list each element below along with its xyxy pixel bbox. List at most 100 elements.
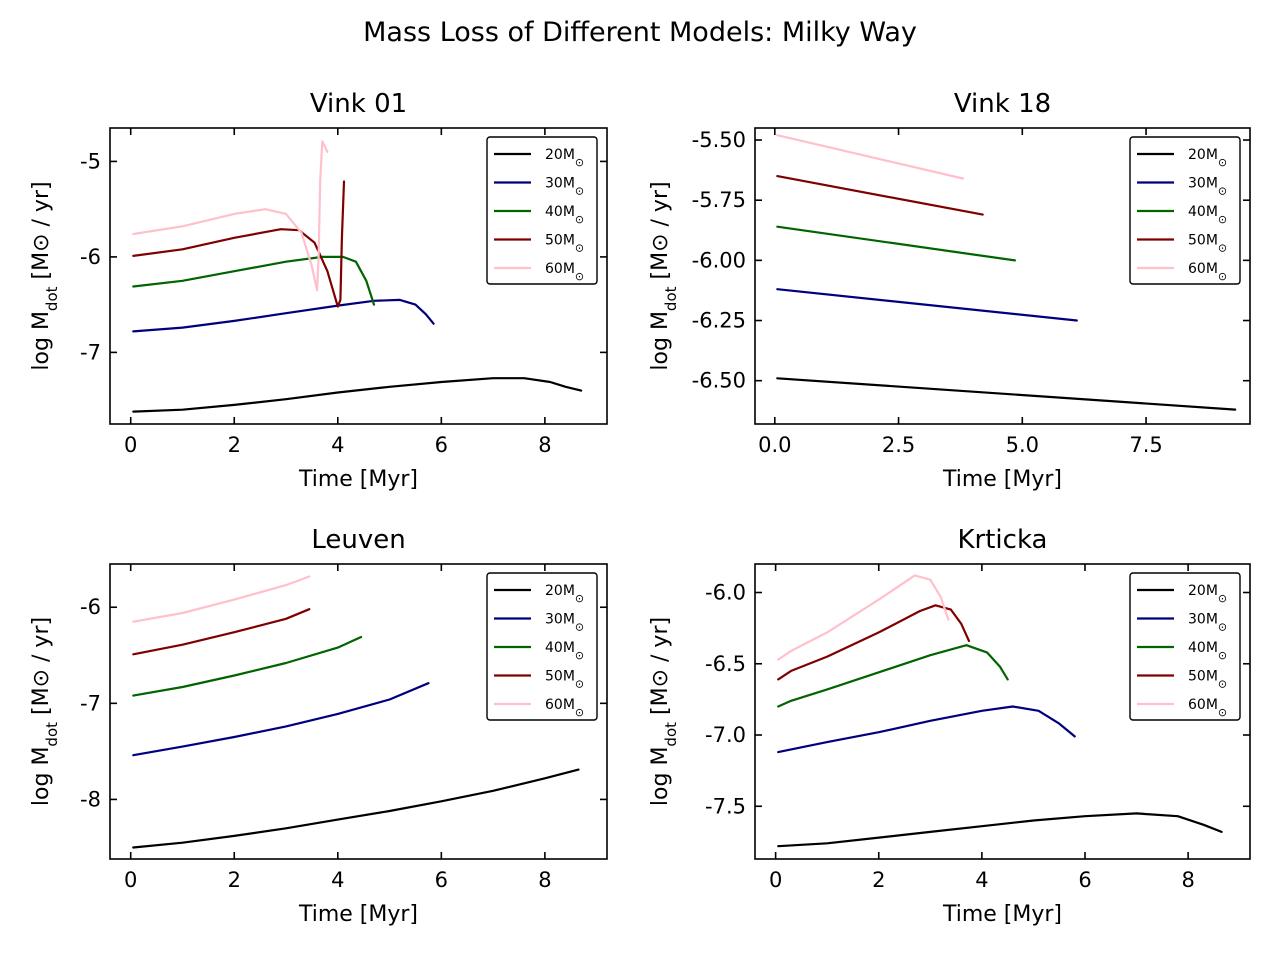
x-tick-label: 2 bbox=[872, 868, 885, 892]
series-line-50msun bbox=[132, 608, 311, 656]
series-line-60msun bbox=[132, 140, 329, 292]
legend-label: 60M⊙ bbox=[1188, 697, 1227, 719]
x-axis-label: Time [Myr] bbox=[298, 467, 418, 492]
y-tick-label: -5.75 bbox=[692, 188, 746, 212]
x-axis-label: Time [Myr] bbox=[942, 902, 1062, 927]
series-line-20msun bbox=[777, 812, 1223, 848]
legend: 20M⊙ 30M⊙ 40M⊙ 50M⊙ 60M⊙ bbox=[486, 572, 598, 721]
y-tick-label: -7.0 bbox=[705, 723, 746, 747]
panel-1: Vink 01 0 2 4 6 8 -7 -6 -5 Time [Myr] log Mdot [M⊙… bbox=[29, 89, 608, 492]
x-tick-label: 6 bbox=[435, 868, 448, 892]
x-tick-label: 0.0 bbox=[758, 433, 791, 457]
x-tick-label: 8 bbox=[1181, 868, 1194, 892]
series-line-40msun bbox=[132, 255, 376, 306]
x-tick-label: 0 bbox=[124, 868, 137, 892]
x-tick-label: 0 bbox=[124, 433, 137, 457]
legend-label: 50M⊙ bbox=[1188, 233, 1227, 255]
series-line-30msun bbox=[776, 288, 1078, 322]
y-axis-label: log Mdot [M⊙ / yr] bbox=[29, 617, 61, 806]
y-tick-label: -7.5 bbox=[705, 794, 746, 818]
legend: 20M⊙ 30M⊙ 40M⊙ 50M⊙ 60M⊙ bbox=[1129, 572, 1241, 721]
y-tick-label: -6 bbox=[80, 245, 101, 269]
legend: 20M⊙ 30M⊙ 40M⊙ 50M⊙ 60M⊙ bbox=[1129, 136, 1241, 285]
series-line-40msun bbox=[777, 644, 1009, 708]
panel-title: Leuven bbox=[311, 525, 405, 555]
figure-title: Mass Loss of Different Models: Milky Way bbox=[363, 17, 917, 48]
y-axis-label: log Mdot [M⊙ / yr] bbox=[648, 617, 680, 806]
legend-label: 20M⊙ bbox=[545, 583, 584, 605]
panel-title: Vink 18 bbox=[954, 89, 1051, 119]
legend-label: 60M⊙ bbox=[1188, 261, 1227, 283]
y-tick-label: -6.5 bbox=[705, 652, 746, 676]
legend-label: 40M⊙ bbox=[1188, 204, 1227, 226]
series-line-50msun bbox=[776, 175, 984, 216]
x-tick-label: 8 bbox=[538, 868, 551, 892]
series-line-20msun bbox=[132, 377, 583, 413]
plot-frame bbox=[754, 563, 1251, 860]
series-line-30msun bbox=[132, 682, 430, 757]
x-tick-label: 6 bbox=[1078, 868, 1091, 892]
plot-frame bbox=[109, 127, 608, 425]
x-tick-label: 7.5 bbox=[1129, 433, 1162, 457]
series-line-60msun bbox=[132, 575, 311, 623]
legend-label: 30M⊙ bbox=[1188, 176, 1227, 198]
y-axis-label: log Mdot [M⊙ / yr] bbox=[29, 181, 61, 370]
series-line-60msun bbox=[777, 574, 950, 661]
plot-frame bbox=[754, 127, 1251, 425]
y-tick-label: -6.0 bbox=[705, 581, 746, 605]
legend-label: 20M⊙ bbox=[1188, 583, 1227, 605]
y-tick-label: -7 bbox=[80, 691, 101, 715]
y-axis-label: log Mdot [M⊙ / yr] bbox=[648, 181, 680, 370]
x-tick-label: 2 bbox=[228, 433, 241, 457]
series-line-50msun bbox=[777, 604, 971, 681]
legend-box bbox=[486, 572, 598, 721]
legend: 20M⊙ 30M⊙ 40M⊙ 50M⊙ 60M⊙ bbox=[486, 136, 598, 285]
panel-2: Vink 18 0.0 2.5 5.0 7.5 -6.50 -6.25 -6.00 -5.75 -… bbox=[648, 89, 1251, 492]
series-line-30msun bbox=[777, 705, 1076, 754]
y-tick-label: -6 bbox=[80, 595, 101, 619]
plot-frame bbox=[109, 563, 608, 860]
legend-label: 40M⊙ bbox=[545, 640, 584, 662]
x-tick-label: 5.0 bbox=[1006, 433, 1039, 457]
panel-title: Krticka bbox=[958, 525, 1048, 555]
x-tick-label: 4 bbox=[331, 433, 344, 457]
panel-3: Leuven 0 2 4 6 8 -8 -7 -6 Time [Myr] log Mdot [M⊙ … bbox=[29, 525, 608, 927]
legend-label: 40M⊙ bbox=[545, 204, 584, 226]
series-line-40msun bbox=[132, 635, 363, 697]
series-line-40msun bbox=[776, 225, 1016, 262]
legend-box bbox=[1129, 136, 1241, 285]
x-tick-label: 4 bbox=[975, 868, 988, 892]
y-tick-label: -5.50 bbox=[692, 128, 746, 152]
legend-box bbox=[1129, 572, 1241, 721]
panel-title: Vink 01 bbox=[310, 89, 407, 119]
x-axis-label: Time [Myr] bbox=[298, 902, 418, 927]
y-tick-label: -5 bbox=[80, 149, 101, 173]
legend-label: 50M⊙ bbox=[1188, 669, 1227, 691]
x-tick-label: 6 bbox=[435, 433, 448, 457]
x-tick-label: 4 bbox=[331, 868, 344, 892]
y-tick-label: -6.25 bbox=[692, 309, 746, 333]
legend-label: 20M⊙ bbox=[1188, 147, 1227, 169]
series-line-30msun bbox=[132, 298, 435, 333]
legend-label: 50M⊙ bbox=[545, 669, 584, 691]
x-tick-label: 2.5 bbox=[882, 433, 915, 457]
x-tick-label: 8 bbox=[538, 433, 551, 457]
series-line-50msun bbox=[132, 180, 346, 308]
series-line-60msun bbox=[776, 134, 964, 180]
legend-label: 50M⊙ bbox=[545, 233, 584, 255]
legend-label: 30M⊙ bbox=[1188, 612, 1227, 634]
x-tick-label: 2 bbox=[228, 868, 241, 892]
y-tick-label: -8 bbox=[80, 787, 101, 811]
legend-label: 60M⊙ bbox=[545, 261, 584, 283]
y-tick-label: -6.50 bbox=[692, 369, 746, 393]
legend-box bbox=[486, 136, 598, 285]
legend-label: 30M⊙ bbox=[545, 176, 584, 198]
legend-label: 40M⊙ bbox=[1188, 640, 1227, 662]
y-tick-label: -6.00 bbox=[692, 248, 746, 272]
x-tick-label: 0 bbox=[769, 868, 782, 892]
series-line-20msun bbox=[132, 768, 580, 849]
x-axis-label: Time [Myr] bbox=[942, 467, 1062, 492]
legend-label: 60M⊙ bbox=[545, 697, 584, 719]
legend-label: 20M⊙ bbox=[545, 147, 584, 169]
